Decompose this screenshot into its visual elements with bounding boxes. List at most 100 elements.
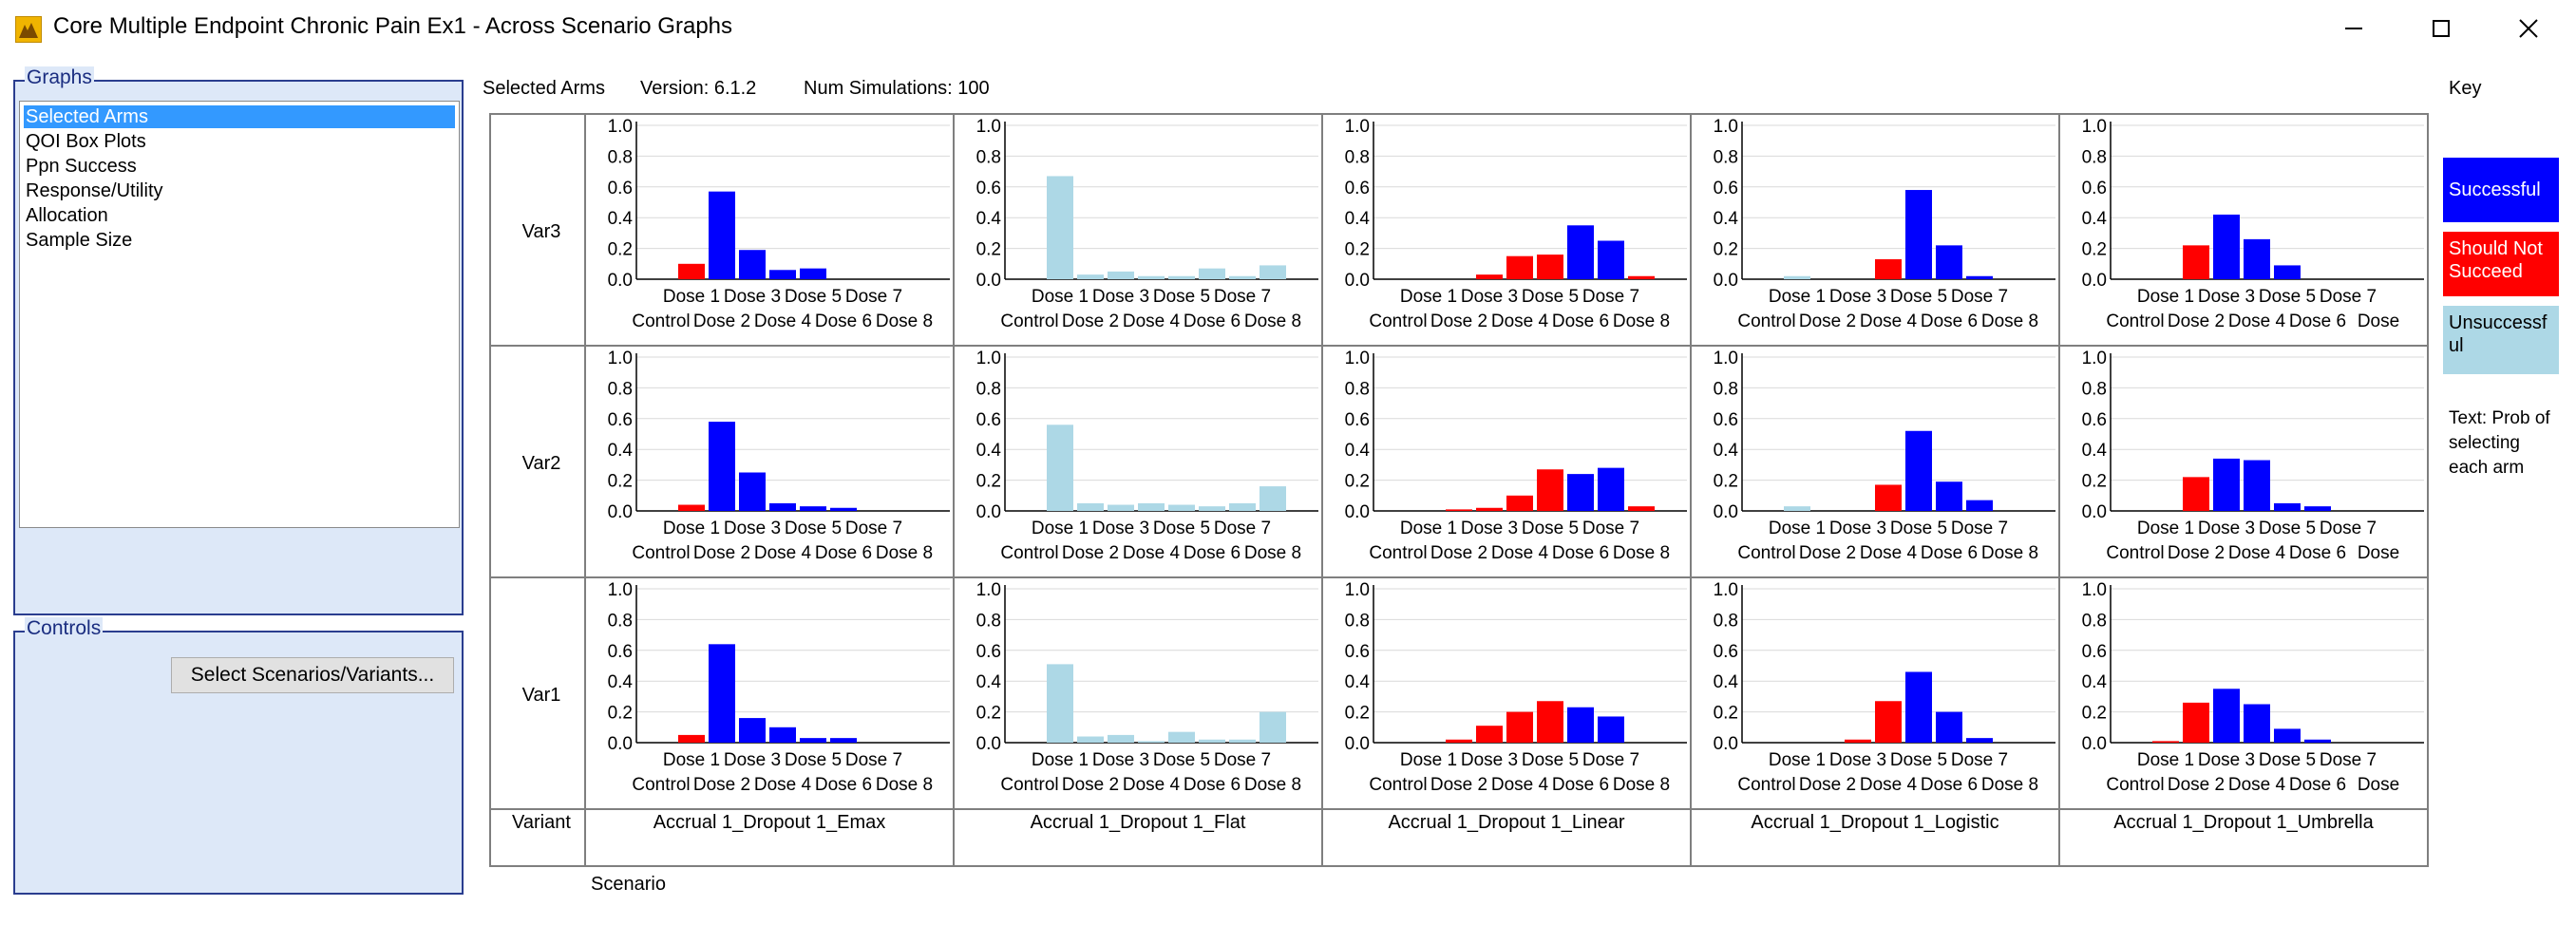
x-tick-label: Dose 4 (1860, 311, 1918, 331)
y-tick-label: 0.2 (2082, 472, 2107, 492)
x-tick-label: Dose 7 (1951, 750, 2008, 770)
x-tick-label: Control (1369, 311, 1427, 331)
x-tick-label: Control (632, 775, 690, 795)
bar (2183, 702, 2209, 743)
key-unsuccessful: Unsuccessful (2443, 306, 2559, 374)
minimize-button[interactable] (2310, 0, 2397, 57)
bar (1476, 726, 1503, 743)
key-title: Key (2449, 78, 2482, 99)
bar (1936, 711, 1962, 743)
x-tick-label: Dose 1 (2137, 519, 2194, 538)
y-tick-label: 0.4 (1345, 441, 1371, 461)
y-tick-label: 0.8 (1714, 611, 1738, 631)
y-tick-label: 0.0 (976, 734, 1001, 754)
x-tick-label: Dose 6 (1921, 311, 1978, 331)
y-tick-label: 0.2 (1714, 704, 1738, 724)
y-tick-label: 1.0 (2082, 580, 2107, 600)
x-tick-label: Dose 8 (1613, 311, 1670, 331)
x-tick-label: Dose 5 (1890, 519, 1947, 538)
y-tick-label: 0.0 (608, 502, 633, 522)
y-tick-label: 0.4 (2082, 209, 2108, 229)
x-tick-label: Dose 5 (1522, 750, 1579, 770)
bar (2152, 741, 2179, 743)
x-tick-label: Dose 8 (1244, 543, 1301, 563)
y-tick-label: 0.0 (1714, 502, 1738, 522)
y-tick-label: 0.8 (976, 379, 1001, 399)
x-tick-label: Dose 1 (663, 287, 720, 307)
y-tick-label: 0.4 (608, 209, 634, 229)
close-icon (2519, 19, 2538, 38)
bar (1077, 274, 1104, 279)
x-tick-label: Dose 4 (754, 311, 812, 331)
x-tick-label: Dose 3 (1461, 287, 1518, 307)
bar (1537, 255, 1563, 279)
bar (1506, 495, 1533, 511)
x-tick-label: Dose 8 (1981, 543, 2038, 563)
bar (1506, 711, 1533, 743)
y-tick-label: 0.6 (608, 410, 633, 430)
x-tick-label: Dose 7 (2320, 287, 2377, 307)
y-tick-label: 0.4 (976, 209, 1002, 229)
y-tick-label: 0.0 (608, 734, 633, 754)
x-tick-label: Dose 7 (1214, 287, 1271, 307)
y-tick-label: 0.4 (1714, 209, 1739, 229)
x-tick-label: Dose 1 (663, 519, 720, 538)
x-tick-label: Dose 7 (1214, 750, 1271, 770)
bar (1260, 265, 1286, 279)
x-tick-label: Dose 2 (2168, 543, 2225, 563)
select-scenarios-variants-button[interactable]: Select Scenarios/Variants... (171, 657, 454, 693)
graphs-list-item[interactable]: Selected Arms (24, 105, 455, 128)
y-tick-label: 0.8 (2082, 379, 2107, 399)
graphs-listbox[interactable]: Selected Arms QOI Box Plots Ppn Success Res… (19, 101, 460, 528)
graphs-list-item[interactable]: QOI Box Plots (26, 131, 146, 152)
x-tick-label: Dose 6 (1184, 311, 1241, 331)
scenario-label: Accrual 1_Dropout 1_Flat (1031, 812, 1246, 833)
x-tick-label: Dose 3 (1092, 750, 1149, 770)
version-label: Version: 6.1.2 (640, 78, 757, 99)
bar (2304, 506, 2331, 511)
y-tick-label: 0.2 (608, 240, 633, 260)
x-tick-label: Dose 5 (1153, 750, 1210, 770)
x-tick-label: Dose 8 (876, 543, 933, 563)
x-tick-label: Dose 1 (1769, 519, 1826, 538)
bar (1446, 509, 1472, 511)
y-tick-label: 0.0 (1345, 271, 1370, 291)
graphs-list-item[interactable]: Response/Utility (26, 180, 163, 201)
y-tick-label: 1.0 (1345, 349, 1370, 368)
x-tick-label: Dose 3 (2198, 519, 2255, 538)
x-tick-label: Dose 4 (1860, 543, 1918, 563)
x-tick-label: Dose 8 (1244, 311, 1301, 331)
y-tick-label: 0.8 (608, 611, 633, 631)
bar (1905, 671, 1932, 743)
y-tick-label: 1.0 (608, 117, 633, 137)
bar (1199, 268, 1225, 279)
x-tick-label: Dose 5 (1153, 287, 1210, 307)
graphs-list-item[interactable]: Allocation (26, 205, 108, 226)
x-tick-label: Dose 1 (2137, 287, 2194, 307)
y-tick-label: 0.2 (2082, 704, 2107, 724)
key-should-not-succeed: Should Not Succeed (2443, 232, 2559, 296)
close-button[interactable] (2485, 0, 2572, 57)
y-tick-label: 0.0 (976, 271, 1001, 291)
bar (2213, 689, 2240, 743)
y-tick-label: 1.0 (1345, 580, 1370, 600)
bar (1966, 500, 1993, 511)
x-tick-label: Control (1737, 775, 1795, 795)
x-tick-label: Dose 7 (1214, 519, 1271, 538)
y-tick-label: 0.8 (1345, 379, 1370, 399)
x-tick-label: Dose 3 (1829, 287, 1886, 307)
graphs-group-legend: Graphs (25, 66, 94, 89)
x-tick-label: Dose 8 (1244, 775, 1301, 795)
x-tick-label: Dose 6 (1921, 543, 1978, 563)
x-tick-label: Dose 3 (724, 287, 781, 307)
maximize-button[interactable] (2397, 0, 2485, 57)
y-tick-label: 0.8 (1345, 611, 1370, 631)
graph-name-label: Selected Arms (483, 78, 605, 99)
bar (1476, 274, 1503, 279)
graphs-list-item[interactable]: Sample Size (26, 230, 133, 251)
minimize-icon (2345, 28, 2362, 29)
x-tick-label: Dose 3 (2198, 750, 2255, 770)
x-tick-label: Dose 4 (754, 775, 812, 795)
bar (1537, 701, 1563, 743)
graphs-list-item[interactable]: Ppn Success (26, 156, 137, 177)
